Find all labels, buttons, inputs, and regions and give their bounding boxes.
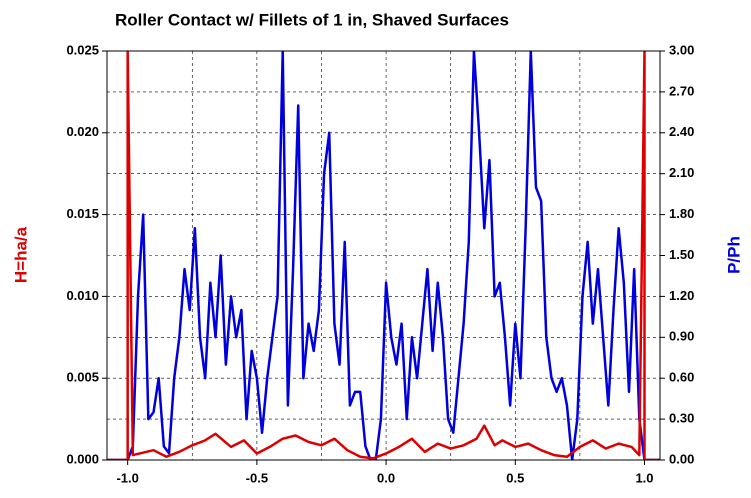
y2-axis-label: P/Ph (724, 236, 743, 274)
y2-tick-label: 0.90 (669, 329, 694, 344)
x-tick-label: -1.0 (116, 470, 138, 485)
plot-area (107, 51, 660, 460)
y2-tick-label: 0.60 (669, 370, 694, 385)
x-tick-label: -0.5 (246, 470, 268, 485)
y-axis-label: H=ha/a (11, 226, 30, 283)
y-tick-label: 0.025 (66, 42, 99, 57)
y2-tick-label: 2.40 (669, 124, 694, 139)
x-tick-label: 0.5 (506, 470, 524, 485)
y-tick-label: 0.015 (66, 206, 99, 221)
x-tick-label: 0.0 (377, 470, 395, 485)
data-line (107, 51, 660, 460)
y2-tick-label: 1.80 (669, 206, 694, 221)
y2-tick-label: 2.70 (669, 83, 694, 98)
y-tick-label: 0.005 (66, 370, 99, 385)
y-tick-label: 0.010 (66, 288, 99, 303)
y2-tick-label: 2.10 (669, 165, 694, 180)
x-tick-label: 1.0 (635, 470, 653, 485)
data-line (107, 51, 660, 460)
y-tick-label: 0.000 (66, 451, 99, 466)
y2-tick-label: 1.50 (669, 247, 694, 262)
plot-frame (106, 50, 661, 461)
y-tick-label: 0.020 (66, 124, 99, 139)
chart-title: Roller Contact w/ Fillets of 1 in, Shave… (115, 10, 509, 29)
y2-tick-label: 1.20 (669, 288, 694, 303)
y2-tick-label: 3.00 (669, 42, 694, 57)
y2-tick-label: 0.30 (669, 411, 694, 426)
y2-tick-label: 0.00 (669, 451, 694, 466)
